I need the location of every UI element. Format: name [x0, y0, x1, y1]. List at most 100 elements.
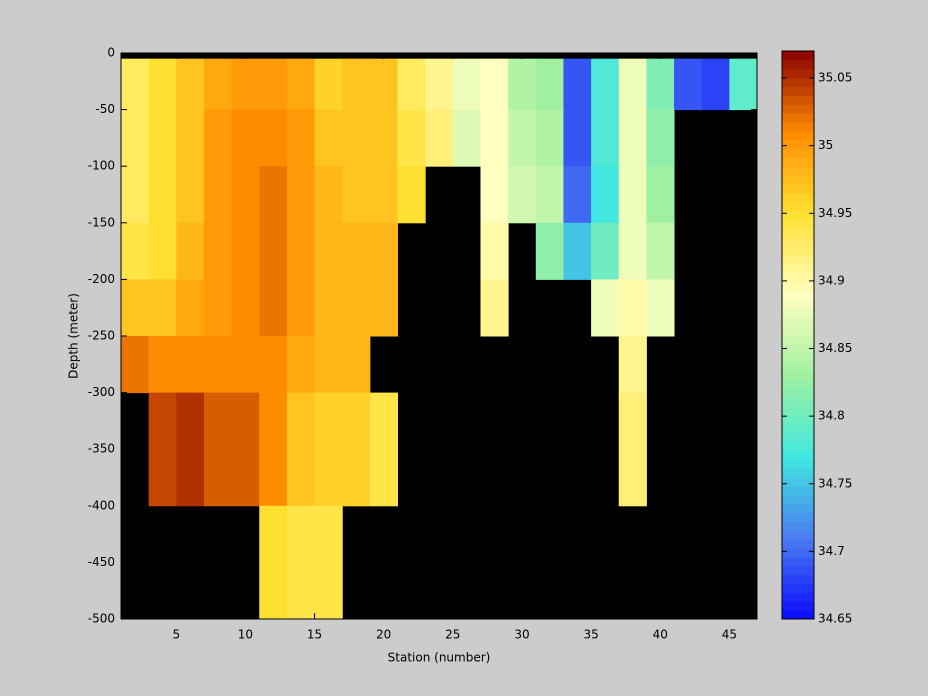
heat-cell — [121, 222, 150, 280]
colorbar-swatch — [782, 86, 814, 96]
heat-cell — [452, 58, 481, 111]
heat-cell — [646, 279, 675, 337]
heat-cell — [203, 279, 233, 337]
heat-cell — [314, 222, 343, 280]
colorbar-swatch — [782, 246, 814, 256]
colorbar-swatch — [782, 219, 814, 229]
x-tick-label: 5 — [172, 628, 180, 642]
colorbar-swatch — [782, 450, 814, 460]
heat-cell — [286, 58, 316, 111]
heat-cell — [203, 58, 233, 111]
heat-cell — [148, 58, 177, 111]
heat-cell — [259, 336, 288, 394]
colorbar-swatch — [782, 468, 814, 478]
heat-cell — [148, 166, 177, 224]
heat-cell — [342, 336, 371, 394]
colorbar-swatch — [782, 423, 814, 434]
heat-cell — [231, 58, 260, 111]
heat-cell — [259, 109, 288, 167]
colorbar-swatch — [782, 548, 814, 558]
colorbar-swatch — [782, 485, 814, 496]
colorbar-swatch — [782, 68, 814, 79]
colorbar-swatch — [782, 539, 814, 549]
heat-cell — [369, 166, 399, 224]
colorbar-swatch — [782, 264, 814, 274]
heat-cell — [508, 109, 537, 167]
colorbar-swatch — [782, 148, 814, 158]
colorbar-swatch — [782, 583, 814, 593]
heat-cell — [618, 58, 647, 111]
x-tick-label: 25 — [445, 628, 460, 642]
heat-cell — [286, 505, 316, 620]
colorbar-swatch — [782, 201, 814, 212]
heat-cell — [203, 336, 233, 394]
heat-cell — [563, 109, 592, 167]
colorbar-swatch — [782, 379, 814, 389]
colorbar-swatch — [782, 512, 814, 522]
heat-cell — [203, 222, 233, 280]
colorbar-swatch — [782, 343, 814, 354]
colorbar-swatch — [782, 157, 814, 167]
colorbar-tick-label: 34.85 — [818, 341, 852, 355]
heat-cell — [121, 336, 150, 394]
x-tick-label: 45 — [722, 628, 737, 642]
y-tick-label: -150 — [88, 215, 115, 229]
colorbar-swatch — [782, 272, 814, 283]
x-tick-label: 20 — [376, 628, 391, 642]
heat-cell — [591, 222, 620, 280]
heat-cell — [121, 166, 150, 224]
colorbar-swatch — [782, 113, 814, 123]
heat-cell — [535, 109, 564, 167]
colorbar-swatch — [782, 335, 814, 345]
heat-cell — [259, 392, 288, 507]
heat-cell — [480, 166, 509, 224]
heat-cell — [618, 392, 647, 507]
heat-cell — [646, 166, 675, 224]
colorbar-swatch — [782, 388, 814, 398]
colorbar-swatch — [782, 210, 814, 221]
colorbar-frame — [781, 50, 815, 620]
colorbar-tick-label: 35 — [818, 138, 833, 152]
heat-cell — [176, 279, 205, 337]
colorbar-swatch — [782, 441, 814, 451]
heat-cell — [369, 109, 399, 167]
heat-cell — [397, 166, 426, 224]
colorbar-swatch — [782, 77, 814, 87]
colorbar-swatch — [782, 406, 814, 416]
colorbar-swatch — [782, 193, 814, 203]
heat-cell — [148, 109, 177, 167]
heat-cell — [286, 166, 316, 224]
heat-cell — [508, 58, 537, 111]
heat-cell — [342, 58, 371, 111]
heat-cell — [397, 109, 426, 167]
heat-cell — [591, 166, 620, 224]
heat-cell — [535, 166, 564, 224]
heat-cell — [176, 222, 205, 280]
colorbar-swatch — [782, 521, 814, 531]
heat-cell — [231, 336, 260, 394]
colorbar-swatch — [782, 503, 814, 513]
heat-cell — [618, 222, 647, 280]
colorbar-swatch — [782, 361, 814, 371]
heat-cell — [203, 109, 233, 167]
heat-cell — [342, 279, 371, 337]
heat-cell — [342, 392, 371, 507]
y-tick-label: -200 — [88, 272, 115, 286]
colorbar-swatch — [782, 370, 814, 380]
heat-cell — [342, 109, 371, 167]
heat-cell — [121, 109, 150, 167]
y-tick-label: -450 — [88, 555, 115, 569]
colorbar-swatch — [782, 308, 814, 318]
heat-cell — [646, 109, 675, 167]
colorbar-tick-label: 34.8 — [818, 409, 845, 423]
heat-cell — [591, 58, 620, 111]
heat-cell — [231, 166, 260, 224]
heat-cell — [535, 222, 564, 280]
colorbar-tick-label: 34.65 — [818, 612, 852, 626]
heat-cell — [176, 336, 205, 394]
heat-cell — [369, 58, 399, 111]
heat-cell — [259, 222, 288, 280]
colorbar-swatch — [782, 166, 814, 176]
